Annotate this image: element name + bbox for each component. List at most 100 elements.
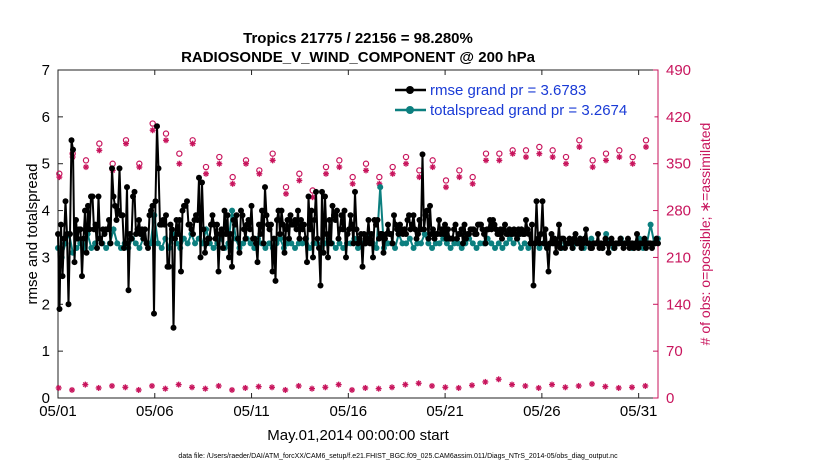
rmse-point (530, 282, 537, 289)
obs-assimilated-marker (243, 160, 249, 167)
rmse-point (257, 231, 264, 237)
rmse-point (89, 193, 96, 200)
rmse-point (184, 198, 190, 205)
obs-possible-marker (322, 163, 330, 171)
rmse-point (550, 240, 556, 247)
rmse-point (244, 221, 250, 228)
y-tick-right-label: 350 (666, 156, 691, 173)
rmse-point (166, 263, 172, 270)
obs-assimilated-marker (109, 382, 115, 389)
rmse-point (334, 207, 340, 214)
obs-possible-marker (629, 153, 636, 161)
obs-assimilated-marker (349, 386, 355, 393)
obs-star-stroke (483, 157, 489, 163)
rmse-point (406, 212, 412, 219)
rmse-point (73, 216, 79, 223)
spread-point (392, 245, 399, 252)
legend-spread-marker (406, 106, 414, 114)
rmse-point (518, 226, 525, 233)
spread-point (425, 240, 432, 247)
obs-assimilated-marker (562, 384, 569, 391)
spread-point (410, 245, 417, 252)
obs-star-stroke (350, 181, 356, 187)
rmse-point (130, 193, 136, 200)
rmse-point (632, 240, 639, 247)
rmse-point (119, 212, 126, 219)
rmse-point (280, 221, 286, 228)
obs-assimilated-marker (616, 154, 623, 161)
rmse-point (122, 240, 129, 247)
spread-point (517, 245, 524, 252)
rmse-point (586, 240, 592, 247)
spread-point (503, 240, 510, 247)
spread-point (429, 245, 436, 252)
spread-point (510, 240, 517, 247)
rmse-point (533, 198, 540, 205)
spread-point (417, 240, 424, 247)
rmse-point (331, 212, 337, 219)
rmse-point (355, 240, 361, 247)
rmse-point (599, 245, 606, 252)
spread-point (299, 240, 306, 247)
obs-star-stroke (563, 161, 569, 167)
obs-assimilated-marker (69, 386, 75, 393)
obs-star-stroke (216, 383, 222, 389)
spread-point (377, 184, 384, 191)
rmse-point (640, 240, 646, 247)
rmse-point (407, 226, 414, 233)
rmse-point (397, 221, 403, 228)
rmse-point (482, 240, 489, 247)
rmse-point (655, 240, 661, 247)
rmse-point (320, 249, 327, 256)
obs-star-stroke (282, 387, 288, 393)
obs-star-stroke (416, 380, 422, 386)
spread-point (88, 245, 95, 252)
spread-point (421, 231, 428, 237)
rmse-point (568, 240, 574, 247)
rmse-point (302, 235, 309, 242)
rmse-point (80, 235, 87, 242)
rmse-point (272, 277, 279, 284)
obs-assimilated-marker (643, 143, 649, 150)
obs-possible-marker (389, 163, 396, 171)
obs-star-stroke (562, 384, 568, 390)
rmse-point (104, 226, 111, 233)
obs-star-stroke (603, 157, 609, 163)
rmse-point (449, 235, 456, 242)
y-tick-right-label: 140 (666, 296, 691, 313)
rmse-point (602, 235, 609, 242)
rmse-point (310, 254, 316, 261)
rmse-point (287, 212, 294, 219)
spread-point (499, 245, 506, 252)
obs-assimilated-marker (295, 382, 302, 389)
obs-assimilated-marker (429, 382, 435, 389)
rmse-point (271, 235, 277, 242)
obs-possible-marker (536, 143, 543, 151)
rmse-series (55, 123, 661, 331)
rmse-point (247, 226, 253, 233)
rmse-point (436, 216, 442, 223)
legend-box (387, 75, 655, 123)
obs-star-stroke (469, 382, 475, 388)
rmse-point (160, 216, 166, 223)
obs-assimilated-marker (389, 170, 396, 177)
rmse-point (268, 221, 274, 228)
rmse-point (194, 216, 201, 223)
obs-star-stroke (270, 157, 276, 163)
rmse-point (338, 212, 345, 219)
obs-possible-marker (589, 157, 596, 164)
obs-possible-marker (149, 120, 156, 127)
rmse-point (523, 216, 529, 223)
obs-star-stroke (362, 385, 368, 391)
rmse-point (445, 226, 451, 233)
rmse-point (218, 226, 225, 233)
obs-star-stroke (349, 387, 355, 393)
rmse-point (290, 221, 297, 228)
obs-assimilated-marker (615, 384, 622, 391)
rmse-point (553, 249, 559, 256)
spread-point (240, 240, 247, 247)
rmse-point (311, 216, 318, 223)
obs-star-stroke (296, 383, 302, 389)
rmse-point (343, 254, 349, 261)
obs-star-stroke (470, 181, 476, 187)
